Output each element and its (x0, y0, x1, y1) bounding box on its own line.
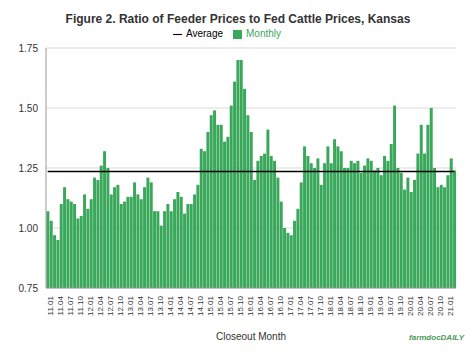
svg-text:1.75: 1.75 (19, 43, 39, 54)
svg-text:18.04: 18.04 (336, 295, 345, 316)
svg-text:18.07: 18.07 (346, 295, 355, 316)
svg-text:11.04: 11.04 (56, 295, 65, 315)
svg-text:20.04: 20.04 (416, 295, 425, 316)
svg-text:15.07: 15.07 (226, 295, 235, 316)
svg-text:11.10: 11.10 (76, 295, 85, 315)
svg-text:13.01: 13.01 (126, 295, 135, 316)
svg-text:17.07: 17.07 (306, 295, 315, 316)
svg-text:19.07: 19.07 (386, 295, 395, 316)
html-text:farmdocDAILY: farmdocDAILY (409, 333, 464, 342)
svg-text:16.01: 16.01 (246, 295, 255, 316)
svg-text:13.04: 13.04 (136, 295, 145, 316)
svg-text:21.01: 21.01 (446, 295, 455, 316)
svg-text:19.04: 19.04 (376, 295, 385, 316)
svg-text:1.50: 1.50 (19, 103, 39, 114)
svg-text:15.04: 15.04 (216, 295, 225, 316)
svg-text:20.07: 20.07 (426, 295, 435, 316)
svg-text:11.07: 11.07 (66, 295, 75, 315)
svg-text:11.01: 11.01 (46, 295, 55, 315)
html-text:Average: Average (186, 28, 223, 39)
svg-text:16.07: 16.07 (266, 295, 275, 316)
svg-text:12.10: 12.10 (116, 295, 125, 316)
svg-text:13.07: 13.07 (146, 295, 155, 316)
svg-text:1.00: 1.00 (19, 223, 39, 234)
svg-text:16.10: 16.10 (276, 295, 285, 316)
svg-text:18.10: 18.10 (356, 295, 365, 316)
svg-text:16.04: 16.04 (256, 295, 265, 316)
svg-text:19.10: 19.10 (396, 295, 405, 316)
svg-text:15.10: 15.10 (236, 295, 245, 316)
html-text:Monthly: Monthly (246, 28, 281, 39)
svg-text:Closeout Month: Closeout Month (216, 331, 286, 342)
svg-text:17.01: 17.01 (286, 295, 295, 316)
svg-text:19.01: 19.01 (366, 295, 375, 316)
svg-text:0.75: 0.75 (19, 283, 39, 294)
svg-text:14.10: 14.10 (196, 295, 205, 316)
svg-text:20.01: 20.01 (406, 295, 415, 316)
svg-text:18.01: 18.01 (326, 295, 335, 316)
svg-text:12.01: 12.01 (86, 295, 95, 316)
svg-text:20.10: 20.10 (436, 295, 445, 316)
svg-text:12.04: 12.04 (96, 295, 105, 316)
svg-text:17.10: 17.10 (316, 295, 325, 316)
svg-text:17.04: 17.04 (296, 295, 305, 316)
svg-text:14.01: 14.01 (166, 295, 175, 316)
svg-text:14.07: 14.07 (186, 295, 195, 316)
svg-text:12.07: 12.07 (106, 295, 115, 316)
svg-text:14.04: 14.04 (176, 295, 185, 316)
svg-text:15.01: 15.01 (206, 295, 215, 316)
svg-text:13.10: 13.10 (156, 295, 165, 316)
html-text:Figure 2. Ratio of Feeder Pric: Figure 2. Ratio of Feeder Prices to Fed … (65, 12, 411, 26)
svg-text:1.25: 1.25 (19, 163, 39, 174)
